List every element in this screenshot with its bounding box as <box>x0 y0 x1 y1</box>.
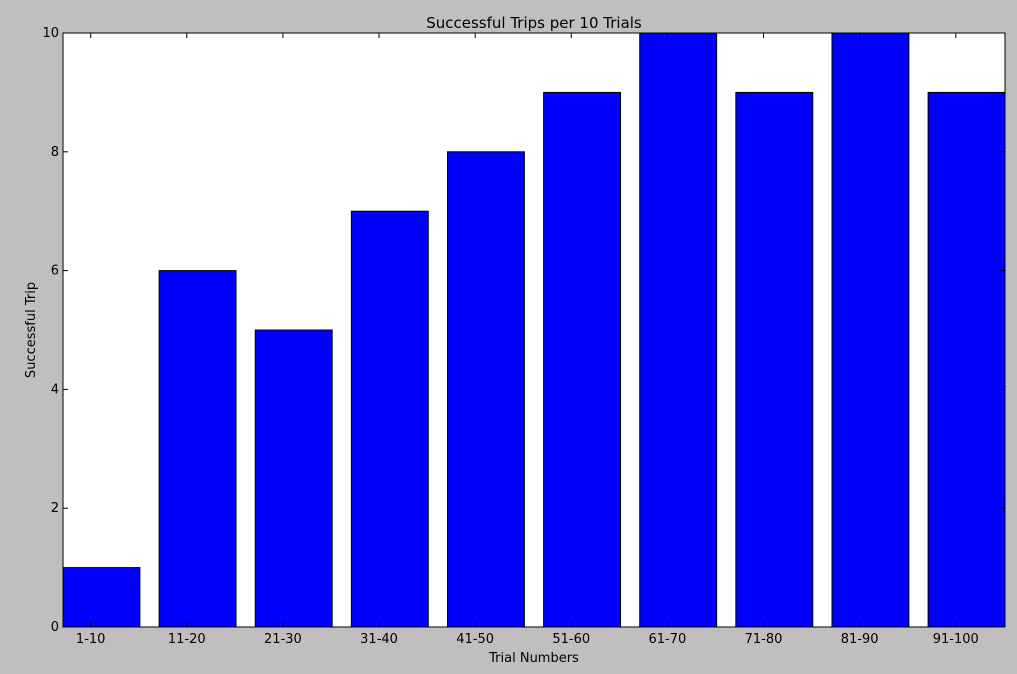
bar-41-50 <box>446 151 525 628</box>
bars-layer <box>62 32 1006 628</box>
x-tick-label: 61-70 <box>649 632 687 647</box>
x-tick-label: 71-80 <box>745 632 783 647</box>
x-tick-label: 21-30 <box>264 632 302 647</box>
bar-81-90 <box>831 32 910 628</box>
x-axis-label: Trial Numbers <box>488 651 579 666</box>
y-tick-label: 2 <box>51 501 59 516</box>
bar-61-70 <box>639 32 718 628</box>
x-tick-label: 1-10 <box>76 632 106 647</box>
bar-21-30 <box>254 329 333 628</box>
plot-frame <box>62 32 1006 628</box>
bar-71-80 <box>735 91 814 628</box>
bar-31-40 <box>350 210 429 628</box>
bar-1-10 <box>62 567 141 628</box>
x-tick-label: 11-20 <box>168 632 206 647</box>
bar-51-60 <box>543 91 622 628</box>
y-tick-label: 0 <box>51 620 59 635</box>
bar-11-20 <box>158 270 237 628</box>
y-tick-label: 4 <box>51 382 59 397</box>
y-tick-label: 8 <box>51 145 59 160</box>
x-tick-label: 41-50 <box>456 632 494 647</box>
ticks-layer: 1-10 11-20 21-30 31-40 41-50 51-60 61-70 71-80 8… <box>42 26 1005 647</box>
x-tick-label: 81-90 <box>841 632 879 647</box>
x-tick-label: 91-100 <box>933 632 979 647</box>
y-tick-label: 10 <box>42 26 59 41</box>
y-tick-label: 6 <box>51 264 59 279</box>
x-tick-label: 51-60 <box>552 632 590 647</box>
bar-91-100 <box>927 91 1006 628</box>
y-axis-label: Successful Trip <box>24 282 39 378</box>
x-tick-label: 31-40 <box>360 632 398 647</box>
chart-title: Successful Trips per 10 Trials <box>426 14 642 32</box>
